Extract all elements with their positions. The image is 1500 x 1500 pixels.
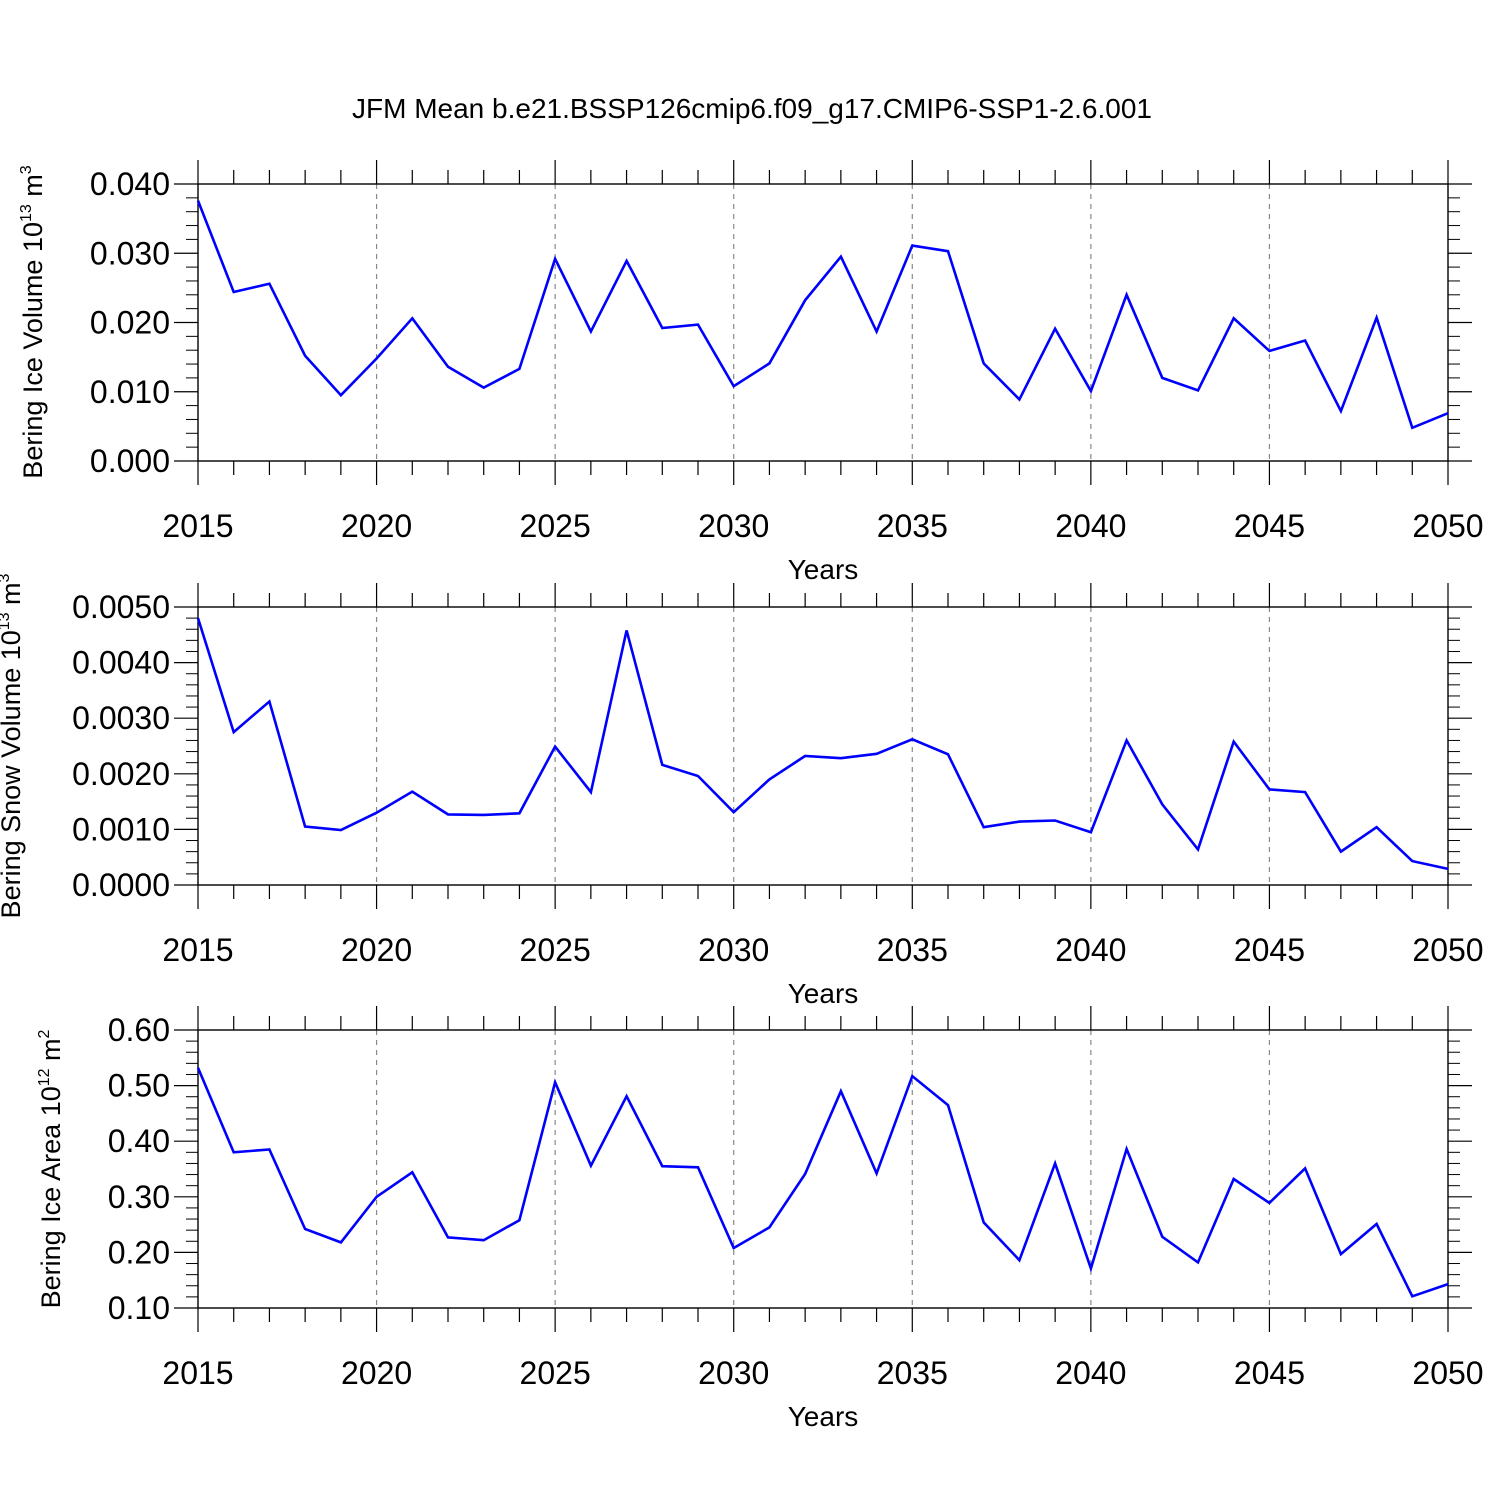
x-tick-label: 2015 — [162, 932, 233, 968]
x-tick-label: 2050 — [1412, 508, 1483, 544]
y-tick-label: 0.0020 — [72, 756, 170, 792]
x-tick-label: 2040 — [1055, 932, 1126, 968]
x-axis-label: Years — [788, 554, 859, 585]
y-tick-label: 0.030 — [90, 235, 170, 271]
plot-frame — [197, 1029, 1449, 1309]
figure-title: JFM Mean b.e21.BSSP126cmip6.f09_g17.CMIP… — [352, 93, 1152, 124]
series-line — [196, 200, 1449, 430]
x-tick-label: 2020 — [341, 932, 412, 968]
x-tick-label: 2050 — [1412, 932, 1483, 968]
x-tick-label: 2045 — [1234, 932, 1305, 968]
x-tick-label: 2030 — [698, 932, 769, 968]
x-tick-label: 2040 — [1055, 508, 1126, 544]
y-tick-label: 0.20 — [108, 1234, 170, 1270]
x-tick-label: 2045 — [1234, 508, 1305, 544]
plot-frame — [197, 183, 1449, 462]
y-axis-label: Bering Ice Area 1012 m2 — [36, 1029, 66, 1308]
x-tick-label: 2040 — [1055, 1355, 1126, 1391]
y-tick-label: 0.0040 — [72, 645, 170, 681]
series-line — [196, 1067, 1449, 1298]
chart-panel-1: 0.000 0.010 0.020 0.030 0.040 2015 2020 2025 203… — [18, 160, 1484, 585]
x-tick-label: 2015 — [162, 508, 233, 544]
y-tick-label: 0.0000 — [72, 867, 170, 903]
y-tick-label: 0.0050 — [72, 589, 170, 625]
x-tick-label: 2015 — [162, 1355, 233, 1391]
y-tick-label: 0.010 — [90, 374, 170, 410]
y-tick-label: 0.0010 — [72, 811, 170, 847]
y-tick-label: 0.40 — [108, 1123, 170, 1159]
y-tick-label: 0.0030 — [72, 700, 170, 736]
x-tick-label: 2025 — [520, 1355, 591, 1391]
y-tick-label: 0.020 — [90, 305, 170, 341]
y-tick-label: 0.040 — [90, 166, 170, 202]
x-tick-label: 2020 — [341, 1355, 412, 1391]
x-tick-label: 2050 — [1412, 1355, 1483, 1391]
x-tick-label: 2030 — [698, 508, 769, 544]
x-tick-label: 2045 — [1234, 1355, 1305, 1391]
x-axis-label: Years — [788, 978, 859, 1009]
series-line — [196, 617, 1449, 871]
x-tick-label: 2030 — [698, 1355, 769, 1391]
chart-panel-2: 0.0000 0.0010 0.0020 0.0030 0.0040 0.0050 2015… — [0, 573, 1484, 1009]
x-tick-label: 2025 — [520, 932, 591, 968]
x-tick-label: 2020 — [341, 508, 412, 544]
y-tick-label: 0.000 — [90, 443, 170, 479]
x-axis-label: Years — [788, 1401, 859, 1432]
x-tick-label: 2035 — [877, 932, 948, 968]
y-axis-label: Bering Snow Volume 1013 m3 — [0, 573, 26, 918]
x-tick-label: 2035 — [877, 508, 948, 544]
plot-frame — [197, 606, 1449, 886]
y-tick-label: 0.50 — [108, 1068, 170, 1104]
y-tick-label: 0.60 — [108, 1012, 170, 1048]
x-tick-label: 2025 — [520, 508, 591, 544]
y-tick-label: 0.30 — [108, 1179, 170, 1215]
x-tick-label: 2035 — [877, 1355, 948, 1391]
chart-panel-3: 0.10 0.20 0.30 0.40 0.50 0.60 2015 2020 2025 2030… — [36, 1006, 1484, 1432]
y-tick-label: 0.10 — [108, 1290, 170, 1326]
y-axis-label: Bering Ice Volume 1013 m3 — [18, 165, 48, 478]
